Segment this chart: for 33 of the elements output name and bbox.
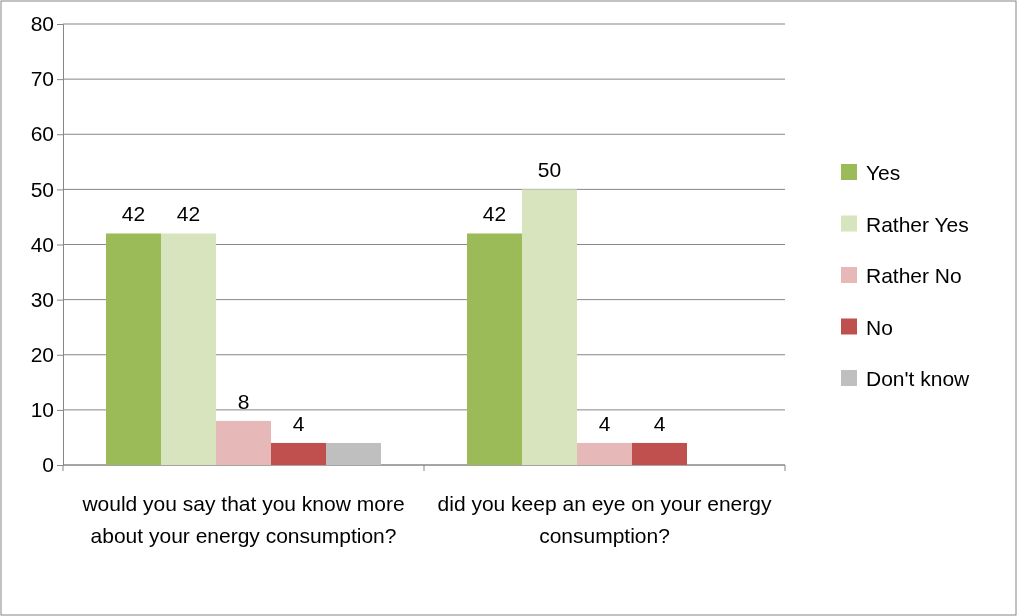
bar — [161, 233, 216, 465]
y-tick-label: 80 — [30, 12, 54, 36]
legend-label: No — [866, 315, 893, 339]
legend-label: Rather Yes — [866, 212, 969, 236]
y-tick-label: 40 — [30, 232, 54, 256]
y-tick-label: 20 — [30, 342, 54, 366]
bar — [106, 233, 161, 465]
data-label: 50 — [537, 158, 562, 182]
bar — [271, 442, 326, 465]
y-tick-label: 50 — [30, 177, 54, 201]
y-tick-label: 70 — [30, 67, 54, 91]
x-tick-label: would you say that you know more about your energy consumption? — [81, 492, 405, 547]
bar — [577, 442, 632, 465]
data-label: 42 — [482, 202, 507, 226]
data-label: 4 — [598, 411, 611, 435]
data-label: 4 — [653, 411, 666, 435]
data-label: 4 — [292, 411, 305, 435]
legend-label: Don't know — [866, 367, 971, 390]
legend-label: Rather No — [866, 264, 962, 287]
data-label: 42 — [176, 202, 201, 226]
y-tick-label: 10 — [30, 398, 54, 422]
bar — [326, 442, 381, 465]
data-label: 8 — [237, 389, 250, 413]
y-tick-label: 60 — [30, 122, 54, 146]
data-label: 42 — [121, 202, 146, 226]
x-tick-label: did you keep an eye on your energy consumption? — [437, 492, 772, 547]
bar — [216, 420, 271, 465]
bar — [467, 233, 522, 465]
bar — [522, 189, 577, 465]
legend-label: Yes — [866, 161, 901, 184]
y-tick-label: 30 — [30, 287, 54, 311]
bar — [632, 442, 687, 465]
y-tick-label: 0 — [42, 453, 54, 477]
